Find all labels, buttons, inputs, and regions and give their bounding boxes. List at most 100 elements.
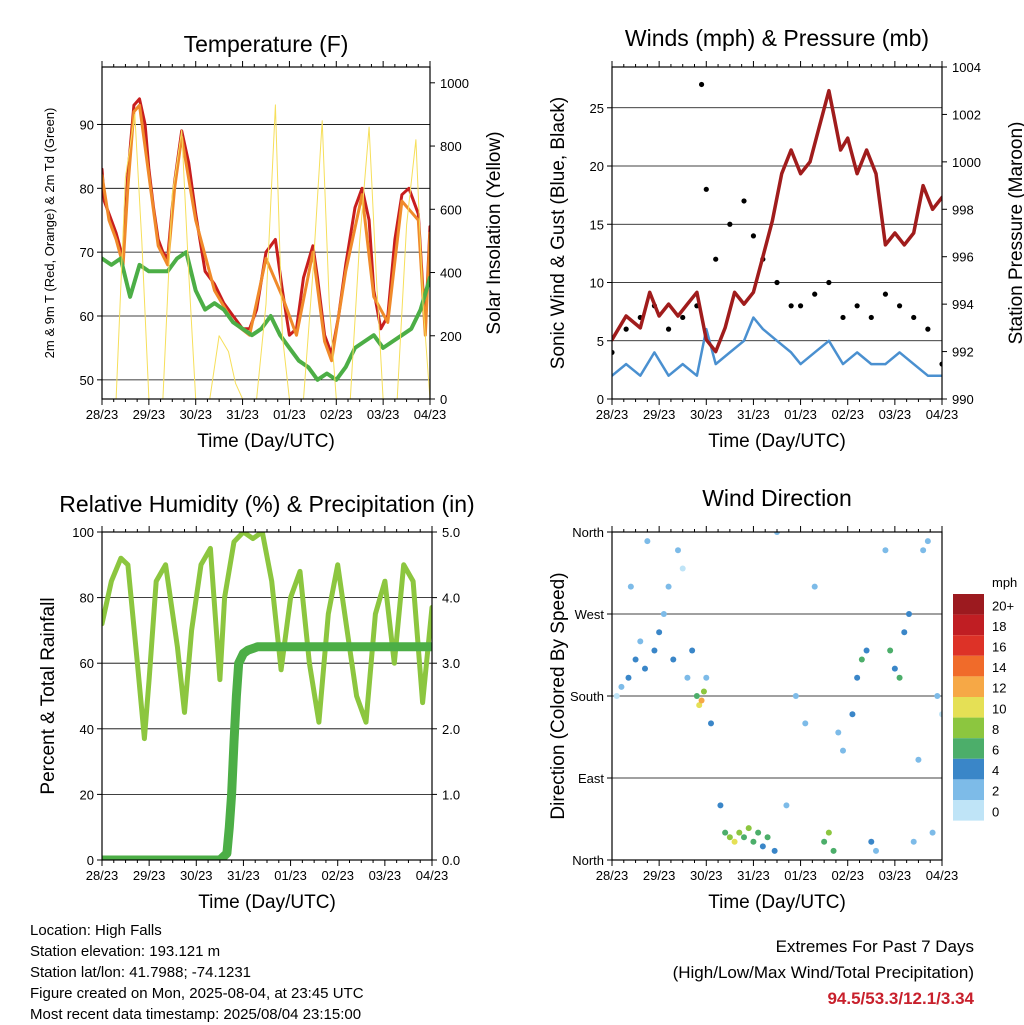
gust-point <box>788 303 794 309</box>
legend-swatch <box>953 800 984 821</box>
gust-point <box>612 349 615 356</box>
series-station-pressure <box>612 88 942 354</box>
y-tick-label: 15 <box>590 217 604 232</box>
y-tick-label: 10 <box>590 276 604 291</box>
gust-point <box>911 314 917 321</box>
direction-point <box>670 656 677 663</box>
y-axis-label: Direction (Colored By Speed) <box>548 572 569 819</box>
direction-point <box>811 583 818 590</box>
x-axis-label: Time (Day/UTC) <box>708 431 846 452</box>
gust-point <box>868 314 874 321</box>
direction-point <box>863 647 870 654</box>
gust-point <box>882 291 889 297</box>
y2-tick-label: 0 <box>440 392 447 407</box>
extremes-values: 94.5/53.3/12.1/3.34 <box>827 989 974 1008</box>
x-tick-label: 28/23 <box>86 868 119 883</box>
direction-point <box>835 729 842 736</box>
direction-point <box>656 629 663 636</box>
legend-swatch <box>953 697 984 718</box>
legend-swatch <box>953 738 984 759</box>
gust-point <box>812 291 818 297</box>
gust-point <box>727 221 733 227</box>
direction-point <box>821 838 828 845</box>
location-text: Location: High Falls <box>30 922 162 939</box>
direction-point <box>613 693 620 699</box>
y2-tick-label: 200 <box>440 329 462 344</box>
direction-point <box>887 647 894 654</box>
direction-point <box>924 538 931 545</box>
gust-point <box>680 314 686 321</box>
direction-point <box>736 829 743 836</box>
x-axis-label: Time (Day/UTC) <box>198 892 336 913</box>
direction-point <box>684 674 691 681</box>
y-tick-label: 70 <box>80 245 94 260</box>
direction-point <box>906 611 912 617</box>
series-solar-insolation <box>102 104 430 399</box>
plot-frame-2 <box>101 531 433 861</box>
y2-tick-label: 400 <box>440 266 462 281</box>
plot-area-2 <box>102 532 432 860</box>
direction-point <box>873 847 879 854</box>
y2-tick-label: 800 <box>440 139 462 154</box>
legend-label: 2 <box>992 784 999 799</box>
legend-label: 0 <box>992 804 999 819</box>
legend-swatch <box>953 779 984 800</box>
direction-point <box>644 538 651 545</box>
x-tick-label: 31/23 <box>737 407 770 422</box>
y2-tick-label: 1002 <box>952 107 981 122</box>
direction-point <box>632 656 639 663</box>
y-tick-label: 60 <box>80 656 94 671</box>
plot-area-1 <box>612 81 942 377</box>
legend-label: 14 <box>992 660 1006 675</box>
x-tick-label: 01/23 <box>274 868 307 883</box>
plot-area-0 <box>102 97 430 399</box>
y-axis-label: Sonic Wind & Gust (Blue, Black) <box>548 97 569 369</box>
direction-point <box>825 829 832 836</box>
gust-point <box>698 81 705 88</box>
legend-swatch <box>953 594 984 615</box>
direction-point <box>689 647 696 654</box>
x-tick-label: 02/23 <box>320 407 353 422</box>
x-tick-label: 30/23 <box>179 407 212 422</box>
series-wind <box>612 316 942 377</box>
direction-point <box>675 547 681 554</box>
x-tick-label: 03/23 <box>367 407 400 422</box>
x-tick-label: 04/23 <box>414 407 447 422</box>
y2-tick-label: 992 <box>952 345 974 360</box>
gust-point <box>703 186 709 192</box>
x-tick-label: 01/23 <box>784 407 817 422</box>
gust-point <box>840 314 846 321</box>
direction-point <box>840 747 846 754</box>
direction-point <box>703 674 710 681</box>
direction-point <box>651 647 658 654</box>
y-axis-label: Percent & Total Rainfall <box>38 597 59 794</box>
x-tick-label: 04/23 <box>926 868 959 883</box>
y-tick-label: 0 <box>87 853 94 868</box>
y2-tick-label: 1000 <box>952 155 981 170</box>
x-tick-label: 02/23 <box>831 868 864 883</box>
y-tick-label: North <box>572 853 604 868</box>
y-tick-label: 20 <box>590 159 604 174</box>
direction-point <box>627 583 634 590</box>
direction-point <box>849 711 856 718</box>
legend-swatch <box>953 758 984 780</box>
plot-frame-3 <box>611 531 943 861</box>
panel-title-0: Temperature (F) <box>184 31 349 57</box>
y-tick-label: North <box>572 525 604 540</box>
y-tick-label: 100 <box>72 525 94 540</box>
y2-tick-label: 1000 <box>440 76 469 91</box>
x-tick-label: 04/23 <box>416 868 449 883</box>
legend-label: 4 <box>992 763 999 778</box>
direction-point <box>854 674 861 681</box>
legend-swatch <box>953 614 984 636</box>
direction-point <box>708 720 714 727</box>
direction-point <box>891 665 898 672</box>
station-info: Location: High Falls Station elevation: … <box>30 920 364 1025</box>
direction-point <box>625 674 632 681</box>
gust-point <box>925 326 931 332</box>
y2-tick-label: 996 <box>952 250 974 265</box>
x-axis-label: Time (Day/UTC) <box>197 431 335 452</box>
extremes-title: Extremes For Past 7 Days <box>775 937 974 956</box>
y2-tick-label: 600 <box>440 202 462 217</box>
